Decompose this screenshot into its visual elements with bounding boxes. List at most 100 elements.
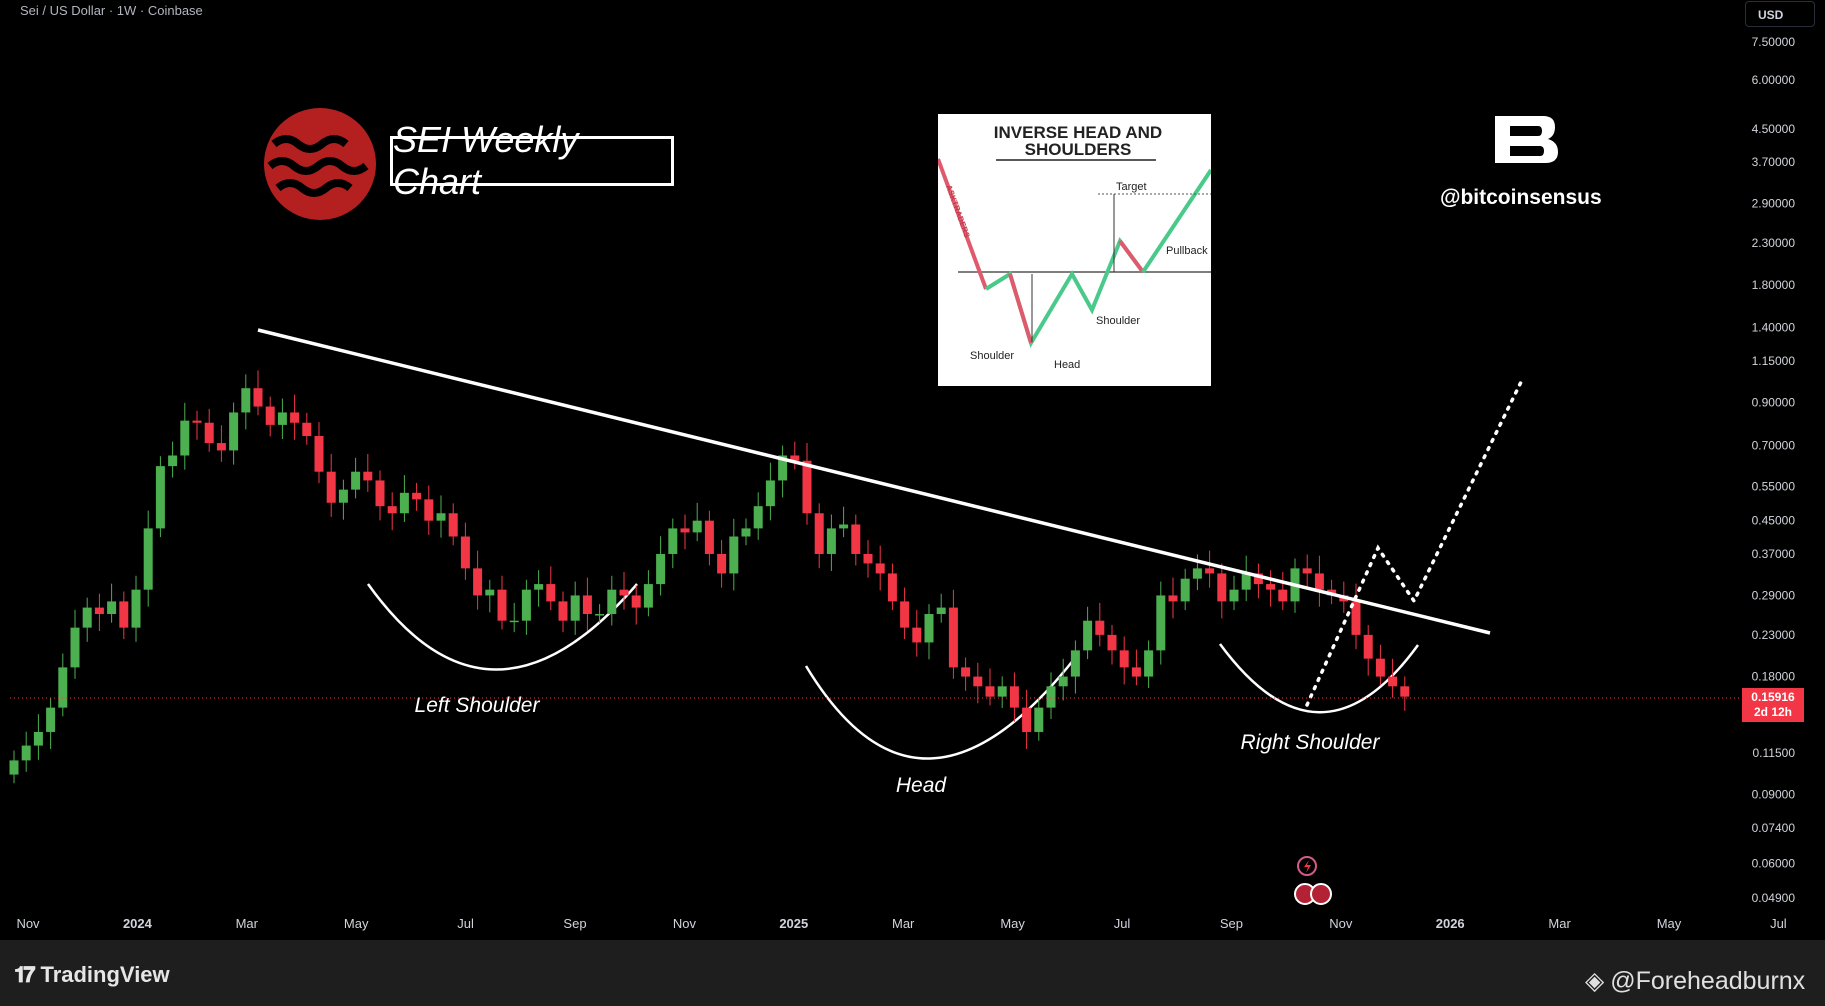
x-tick-label: Jul [457,916,474,931]
lightning-event-icon [1297,856,1317,876]
candle-body [717,553,727,574]
candle-body [192,420,202,423]
candle-body [204,422,214,444]
candle-body [94,607,104,615]
candle-body [1205,568,1215,574]
candle-body [21,745,31,761]
candle-body [460,536,470,569]
candle-body [229,412,239,451]
candle-body [351,471,361,490]
candle-body [875,563,885,574]
candle-body [58,667,68,708]
price-axis: 7.50000 6.00000 4.50000 3.70000 2.90000 2.300… [1752,35,1796,905]
x-tick-label: Sep [563,916,586,931]
tradingview-logo[interactable]: 𝟏𝟕 TradingView [14,962,170,988]
x-tick-label: Mar [892,916,915,931]
candle-body [1119,650,1129,668]
inset-pullback-label: Pullback [1166,245,1208,257]
author-handle: @bitcoinsensus [1440,186,1602,209]
candle-body [448,513,458,537]
x-tick-label: Nov [673,916,697,931]
y-tick-label: 3.70000 [1752,155,1796,169]
candle-body [143,528,153,590]
pattern-red-legs [1008,273,1033,344]
candle-body [155,466,165,529]
candle-body [241,388,251,413]
candle-body [1375,658,1385,677]
x-tick-label: Nov [1329,916,1353,931]
candle-body [265,406,275,425]
candle-body [704,520,714,554]
binance-diamond-icon: ◈ [1585,967,1605,995]
candle-body [607,589,617,615]
y-tick-label: 6.00000 [1752,73,1796,87]
candle-body [534,584,544,590]
x-tick-label: May [344,916,369,931]
candle-body [314,436,324,472]
tradingview-brand: TradingView [40,962,170,987]
candle-body [973,676,983,687]
x-tick-label: May [1000,916,1025,931]
x-tick-label: May [1657,916,1682,931]
candle-body [692,520,702,533]
tradingview-mark-icon: 𝟏𝟕 [14,962,36,987]
inset-title-line2: SHOULDERS [1025,140,1132,159]
candle-body [216,443,226,451]
candle-body [851,524,861,554]
symbol-header[interactable]: Sei / US Dollar · 1W · Coinbase [20,3,203,18]
candle-body [1351,601,1361,635]
candle-body [839,524,849,529]
inset-shoulder-right-label: Shoulder [1096,315,1140,327]
candle-body [948,607,958,668]
candle-body [1400,686,1410,697]
candle-body [485,589,495,596]
credit-watermark: ◈ @Foreheadburnx [1585,966,1805,996]
us-flag-event-icon-2 [1310,883,1332,905]
inset-head-label: Head [1054,359,1080,371]
candle-body [302,422,312,437]
candle-body [107,601,117,615]
pattern-line-left [984,236,1145,348]
head-label: Head [896,774,948,797]
candle-body [753,506,763,529]
candle-body [1229,589,1239,602]
footer-bar [0,940,1825,1006]
candle-body [1131,667,1141,677]
candle-body [912,627,922,643]
candlestick-series [9,370,1410,784]
y-tick-label: 0.06000 [1752,857,1796,871]
candle-body [168,455,178,467]
x-tick-label: Nov [16,916,40,931]
y-tick-label: 0.70000 [1752,438,1796,452]
candle-body [1253,573,1263,585]
y-tick-label: 0.45000 [1752,514,1796,528]
y-tick-label: 0.07400 [1752,821,1796,835]
candle-body [558,601,568,621]
x-tick-label: 2024 [123,916,153,931]
candle-body [985,686,995,697]
candle-body [570,595,580,621]
breakout-line [1141,168,1213,274]
right-shoulder-label: Right Shoulder [1241,731,1381,754]
chart-title: SEI Weekly Chart [393,119,579,202]
candle-body [33,731,43,746]
candle-body [1241,573,1251,590]
candle-body [668,528,678,554]
currency-button[interactable]: USD [1745,1,1815,27]
head-curve [804,657,1076,760]
candle-body [619,589,629,596]
candle-body [412,492,422,500]
candle-body [643,584,653,608]
event-icons[interactable] [1294,856,1332,905]
x-tick-label: 2026 [1436,916,1465,931]
candle-body [656,553,666,585]
y-tick-label: 7.50000 [1752,35,1796,49]
x-tick-label: Jul [1770,916,1787,931]
candle-body [277,412,287,425]
candle-body [1009,686,1019,708]
candle-body [363,471,373,481]
pattern-label-group: Left Shoulder Head Right Shoulder [415,694,1381,797]
candle-body [436,513,446,521]
x-tick-label: Jul [1114,916,1131,931]
